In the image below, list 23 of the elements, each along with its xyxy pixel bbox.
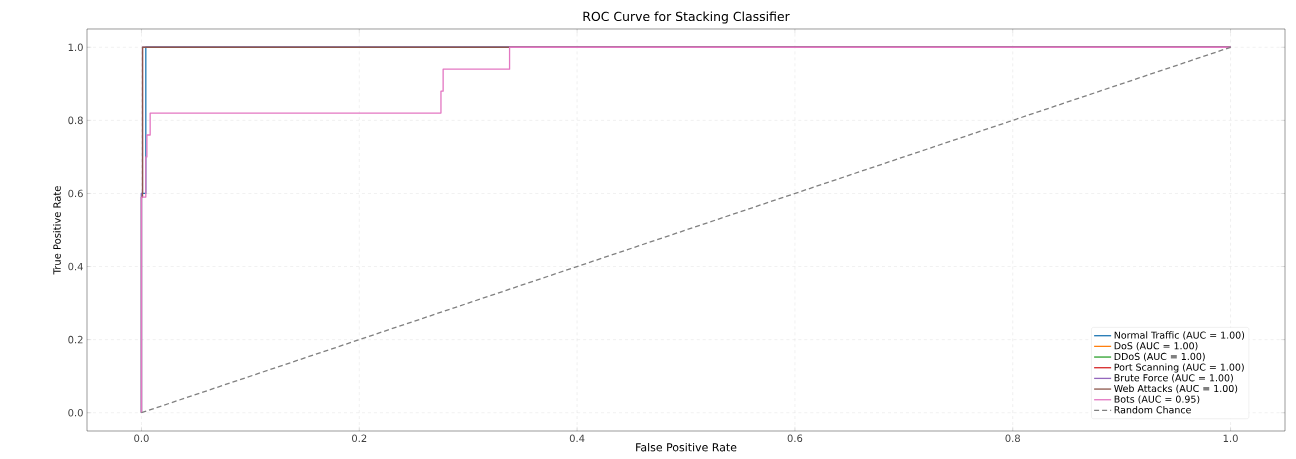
- legend-label: DDoS (AUC = 1.00): [1114, 352, 1205, 362]
- legend-label: Port Scanning (AUC = 1.00): [1114, 363, 1244, 373]
- legend-label: Bots (AUC = 0.95): [1114, 395, 1200, 404]
- legend-label: Normal Traffic (AUC = 1.00): [1114, 331, 1245, 340]
- x-tick-label: 0.4: [569, 434, 585, 443]
- legend-label: DoS (AUC = 1.00): [1114, 342, 1198, 351]
- y-tick-label: 1.0: [68, 43, 83, 52]
- x-tick-label: 0.2: [352, 434, 367, 443]
- legend-label: Brute Force (AUC = 1.00): [1114, 374, 1233, 383]
- chart-title: ROC Curve for Stacking Classifier: [583, 11, 790, 24]
- x-axis-title: False Positive Rate: [636, 442, 737, 452]
- x-tick-label: 0.0: [134, 434, 149, 443]
- y-axis-title: True Positive Rate: [53, 186, 61, 275]
- legend-label: Web Attacks (AUC = 1.00): [1114, 384, 1238, 394]
- y-tick-label: 0.4: [68, 262, 83, 271]
- y-tick-label: 0.6: [68, 189, 83, 198]
- legend-label: Random Chance: [1114, 406, 1191, 414]
- y-tick-label: 0.0: [68, 408, 83, 417]
- y-tick-label: 0.2: [68, 335, 83, 344]
- y-tick-label: 0.8: [68, 116, 83, 125]
- x-tick-label: 0.8: [1005, 434, 1020, 443]
- x-tick-label: 1.0: [1223, 434, 1238, 443]
- x-tick-label: 0.6: [787, 434, 803, 443]
